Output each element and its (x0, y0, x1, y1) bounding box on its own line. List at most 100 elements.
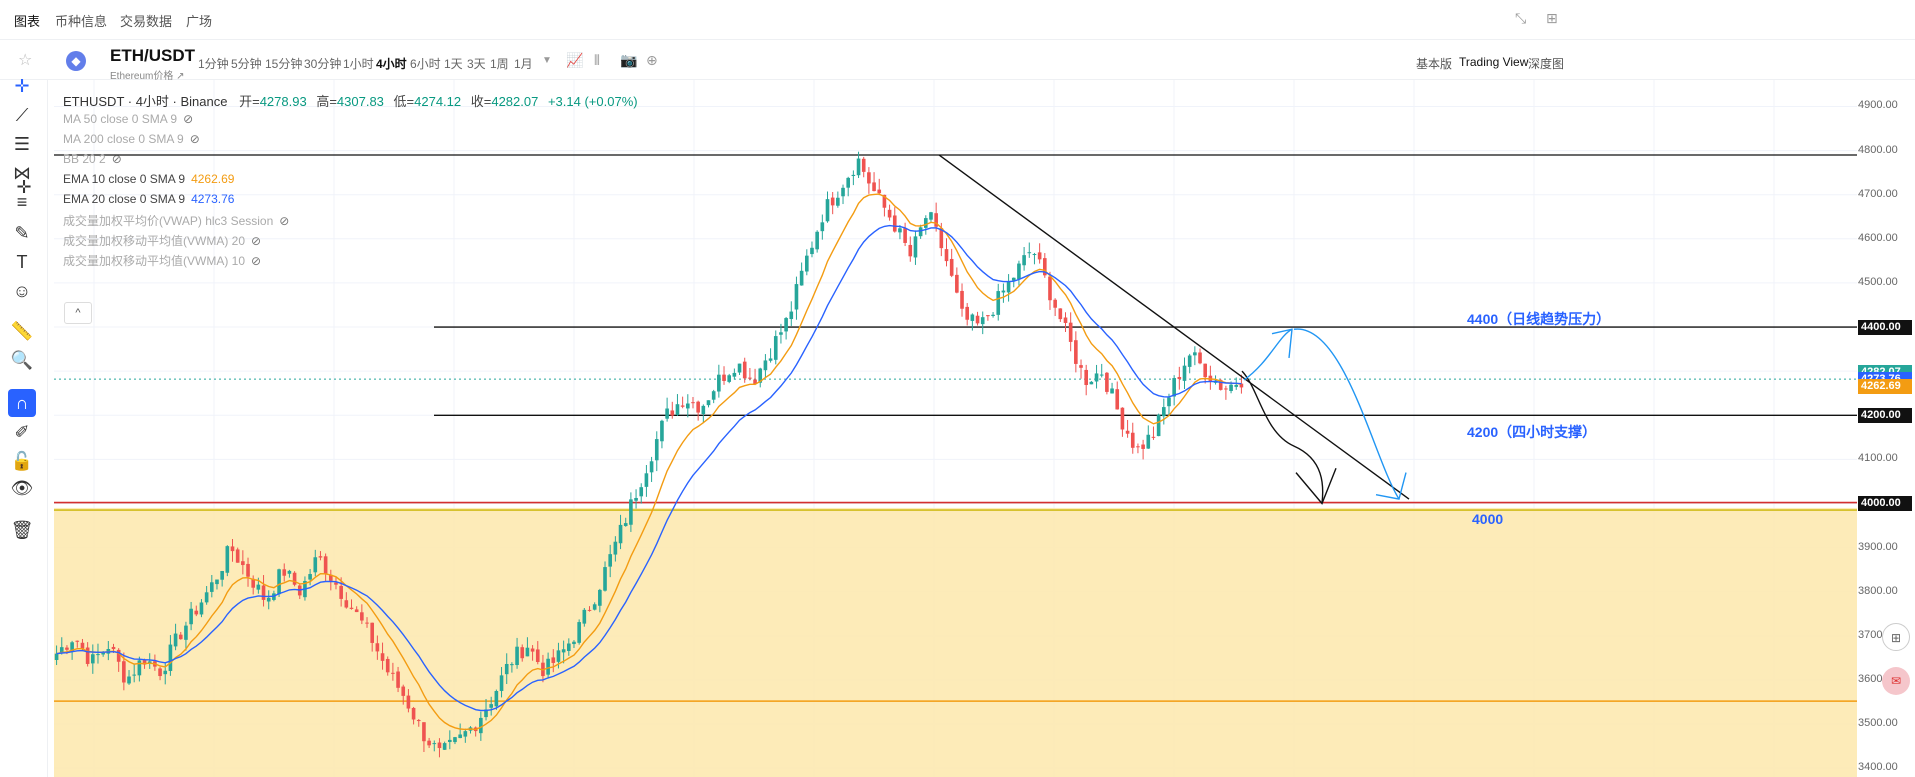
candle-body (1110, 388, 1114, 394)
ruler-icon[interactable]: 📏 (10, 321, 34, 341)
candle-body (463, 731, 468, 737)
camera-icon[interactable]: 📷 (620, 52, 638, 68)
trash-icon[interactable]: 🗑 (10, 520, 34, 540)
interval-5m[interactable]: 5分钟 (231, 57, 262, 71)
candle-body (717, 374, 721, 392)
ema-lines (56, 193, 1242, 731)
close-value: 4282.07 (491, 94, 539, 109)
fib-icon[interactable]: ≡ (16, 192, 28, 212)
indicator-row[interactable]: EMA 10 close 0 SMA 9 4262.69 (63, 172, 234, 186)
hidden-eye-icon[interactable]: ⊘ (111, 152, 122, 166)
candle-body (1042, 258, 1047, 276)
interval-1d[interactable]: 1天 (444, 57, 463, 71)
candle-body (447, 739, 452, 743)
crosshair-tool-icon[interactable]: ✛ (14, 76, 30, 96)
crosshair-icon[interactable]: ✛ (16, 177, 32, 197)
float-grid-icon[interactable]: ⊞ (1882, 623, 1910, 651)
candle-body (944, 249, 949, 262)
candle-body (587, 609, 592, 611)
tab-square[interactable]: 广场 (186, 14, 213, 29)
hidden-eye-icon[interactable]: ⊘ (251, 254, 262, 268)
grid-icon[interactable]: ⊞ (1546, 10, 1558, 26)
eye-icon[interactable]: 👁 (10, 478, 34, 498)
hidden-eye-icon[interactable]: ⊘ (251, 234, 262, 248)
candle-body (1063, 317, 1068, 323)
candle-body (727, 375, 732, 382)
hidden-eye-icon[interactable]: ⊘ (189, 132, 200, 146)
candle-body (225, 546, 230, 573)
candle-body (986, 315, 990, 317)
candle-body (194, 610, 199, 615)
candle-body (670, 410, 675, 416)
emoji-icon[interactable]: ☺ (12, 281, 32, 301)
interval-1w[interactable]: 1周 (490, 57, 509, 71)
favorite-star-icon[interactable]: ☆ (18, 52, 33, 69)
indicator-row[interactable]: BB 20 2 ⊘ (63, 152, 122, 166)
candle-body (261, 585, 266, 600)
brush-icon[interactable]: ✎ (14, 223, 30, 243)
candle-body (748, 377, 752, 379)
price-tick-label: 3900.00 (1858, 540, 1898, 553)
candle-body (644, 473, 649, 487)
view-depth[interactable]: 深度图 (1528, 57, 1565, 71)
eth-coin-icon: ◆ (66, 51, 86, 71)
candle-body (773, 336, 778, 360)
indicator-label: BB 20 2 (63, 152, 106, 166)
candle-body (742, 361, 747, 379)
indicator-row[interactable]: 成交量加权移动平均值(VWMA) 20 ⊘ (63, 232, 261, 249)
interval-15m[interactable]: 15分钟 (265, 57, 303, 71)
float-chat-icon[interactable]: ✉ (1882, 667, 1910, 695)
collapse-icon[interactable]: ⤡ (1515, 10, 1527, 26)
indicator-row[interactable]: MA 200 close 0 SMA 9 ⊘ (63, 132, 200, 146)
candle-body (861, 158, 866, 172)
collapse-legend-button[interactable]: ^ (64, 302, 92, 324)
candle-body (158, 668, 162, 677)
indicator-row[interactable]: 成交量加权移动平均值(VWMA) 10 ⊘ (63, 252, 261, 269)
candle-body (654, 439, 659, 461)
candle-body (882, 194, 887, 208)
horizontal-lines-icon[interactable]: ☰ (13, 134, 31, 154)
hidden-eye-icon[interactable]: ⊘ (183, 112, 194, 126)
price-chart[interactable] (54, 80, 1857, 777)
add-icon[interactable]: ⊕ (646, 52, 658, 68)
candle-body (996, 291, 1001, 315)
interval-6h[interactable]: 6小时 (410, 57, 441, 71)
tab-chart[interactable]: 图表 (14, 14, 41, 29)
interval-3d[interactable]: 3天 (467, 57, 486, 71)
lock-drawing-icon[interactable]: ✐ (14, 422, 30, 442)
candle-type-icon[interactable]: ⫴ (594, 52, 600, 68)
candle-body (375, 643, 380, 652)
close-label: 收= (470, 94, 492, 109)
indicator-row[interactable]: 成交量加权平均价(VWAP) hlc3 Session ⊘ (63, 212, 289, 229)
indicator-row[interactable]: MA 50 close 0 SMA 9 ⊘ (63, 112, 193, 126)
symbol-title[interactable]: ETH/USDT (110, 46, 195, 65)
hidden-eye-icon[interactable]: ⊘ (279, 214, 290, 228)
indicator-value: 4273.76 (191, 192, 235, 206)
pattern-icon[interactable]: ⋈ (13, 163, 31, 183)
tab-coin-info[interactable]: 币种信息 (55, 14, 108, 29)
candle-body (1239, 383, 1244, 388)
tab-trade-data[interactable]: 交易数据 (120, 14, 173, 29)
coin-subname[interactable]: Ethereum价格 ↗ (110, 71, 185, 82)
candle-body (763, 360, 768, 371)
trend-line-icon[interactable]: ⟋ (15, 105, 29, 125)
magnet-icon[interactable]: ∩ (8, 389, 36, 417)
zoom-in-icon[interactable]: 🔍 (10, 350, 34, 370)
interval-1m[interactable]: 1分钟 (198, 57, 229, 71)
indicator-chart-icon[interactable]: 📈 (566, 52, 584, 68)
candle-body (1001, 290, 1006, 293)
interval-dropdown-icon[interactable]: ▼ (542, 55, 552, 66)
view-basic[interactable]: 基本版 (1416, 57, 1453, 71)
candle-body (59, 647, 64, 654)
interval-4h[interactable]: 4小时 (376, 57, 407, 71)
indicator-row[interactable]: EMA 20 close 0 SMA 9 4273.76 (63, 192, 234, 206)
view-tradingview[interactable]: Trading View (1459, 55, 1529, 69)
interval-1h[interactable]: 1小时 (343, 57, 374, 71)
candle-body (287, 570, 292, 574)
open-label: 开= (239, 94, 260, 109)
lock-icon[interactable]: 🔓 (10, 451, 34, 471)
candle-body (1172, 378, 1176, 397)
interval-1mo[interactable]: 1月 (514, 57, 533, 71)
text-tool-icon[interactable]: T (16, 252, 28, 272)
interval-30m[interactable]: 30分钟 (304, 57, 342, 71)
